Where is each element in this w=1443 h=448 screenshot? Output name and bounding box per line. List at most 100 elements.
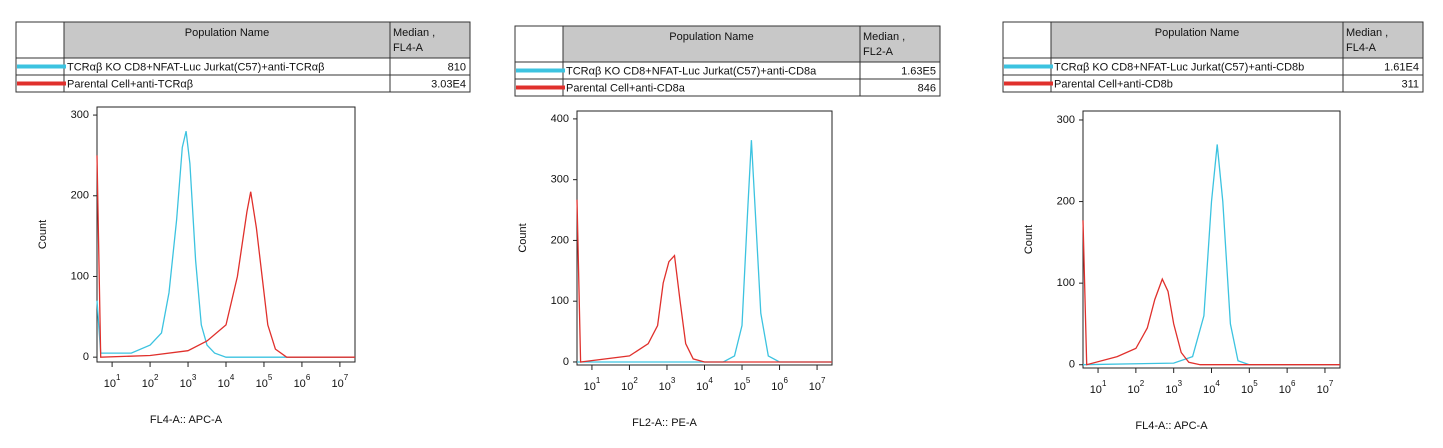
x-tick-exponent: 1 (596, 376, 601, 385)
plot-frame (1082, 110, 1341, 369)
y-tick-label: 0 (1069, 359, 1075, 371)
x-tick-exponent: 4 (1215, 379, 1220, 388)
x-tick-exponent: 3 (671, 376, 676, 385)
x-tick-label: 102 (621, 376, 638, 393)
y-tick-label: 100 (551, 295, 569, 307)
legend-label: TCRαβ KO CD8+NFAT-Luc Jurkat(C57)+anti-C… (566, 65, 817, 77)
median-value: 810 (448, 61, 466, 73)
histogram-curve (576, 199, 832, 363)
histogram-curve (96, 131, 355, 358)
x-tick-base: 10 (332, 378, 344, 390)
x-tick-label: 106 (1279, 379, 1296, 396)
x-tick-label: 105 (734, 376, 751, 393)
median-value: 3.03E4 (431, 78, 466, 90)
panel: Population Name Median , FL4-A TCRαβ KO CD8… (1002, 21, 1424, 432)
histogram-curve (577, 140, 832, 363)
x-tick-base: 10 (621, 381, 633, 393)
legend-label: Parental Cell+anti-TCRαβ (67, 78, 193, 90)
x-tick-label: 104 (218, 373, 235, 390)
x-tick-exponent: 2 (633, 376, 638, 385)
x-tick-exponent: 6 (306, 373, 311, 382)
y-tick-label: 100 (71, 270, 89, 282)
panel: Population Name Median , FL4-A TCRαβ KO CD8… (15, 21, 471, 426)
table-cell (1002, 74, 1424, 93)
x-tick-base: 10 (1317, 384, 1329, 396)
x-tick-base: 10 (1203, 384, 1215, 396)
plot-frame (576, 110, 833, 366)
y-tick-label: 300 (71, 109, 89, 121)
x-tick-exponent: 3 (192, 373, 197, 382)
median-value: 311 (1401, 78, 1419, 90)
x-tick-exponent: 6 (783, 376, 788, 385)
y-tick-label: 200 (71, 190, 89, 202)
x-tick-exponent: 5 (1253, 379, 1258, 388)
x-tick-base: 10 (809, 381, 821, 393)
x-tick-label: 102 (1128, 379, 1145, 396)
x-tick-base: 10 (104, 378, 116, 390)
legend-label: Parental Cell+anti-CD8b (1054, 78, 1173, 90)
x-tick-label: 102 (142, 373, 159, 390)
table-header-blank (15, 21, 65, 59)
legend-label: TCRαβ KO CD8+NFAT-Luc Jurkat(C57)+anti-T… (67, 61, 324, 73)
table-header: Population Name (185, 27, 269, 39)
table-header: FL4-A (1346, 42, 1377, 54)
table-header: FL2-A (863, 46, 894, 58)
x-axis-label: FL4-A:: APC-A (150, 414, 223, 426)
table-header: Median , (393, 27, 435, 39)
table-header-cell (63, 21, 391, 59)
table-header-cell (389, 21, 471, 59)
y-tick-label: 100 (1057, 277, 1075, 289)
x-tick-label: 103 (1165, 379, 1182, 396)
x-tick-base: 10 (256, 378, 268, 390)
x-tick-exponent: 5 (268, 373, 273, 382)
x-tick-base: 10 (1090, 384, 1102, 396)
x-tick-base: 10 (294, 378, 306, 390)
y-axis-label: Count (517, 223, 529, 252)
table-header-blank (1002, 21, 1052, 59)
median-value: 1.61E4 (1384, 61, 1419, 73)
x-tick-label: 107 (809, 376, 826, 393)
x-tick-base: 10 (142, 378, 154, 390)
x-tick-exponent: 4 (230, 373, 235, 382)
x-tick-label: 101 (584, 376, 601, 393)
legend-label: TCRαβ KO CD8+NFAT-Luc Jurkat(C57)+anti-C… (1054, 61, 1304, 73)
x-axis-label: FL2-A:: PE-A (632, 417, 697, 429)
x-tick-label: 103 (659, 376, 676, 393)
y-tick-label: 200 (551, 234, 569, 246)
table-header: Population Name (669, 31, 753, 43)
y-tick-label: 0 (83, 351, 89, 363)
y-tick-label: 300 (1057, 114, 1075, 126)
panel: Population Name Median , FL2-A TCRαβ KO CD8… (514, 25, 941, 429)
x-tick-base: 10 (1241, 384, 1253, 396)
table-header-cell (1342, 21, 1424, 59)
x-tick-base: 10 (696, 381, 708, 393)
x-tick-label: 105 (256, 373, 273, 390)
histogram-curve (96, 155, 355, 358)
x-tick-base: 10 (218, 378, 230, 390)
histogram-curve (1082, 220, 1340, 366)
x-tick-exponent: 1 (1102, 379, 1107, 388)
x-tick-exponent: 1 (116, 373, 121, 382)
table-header: FL4-A (393, 42, 424, 54)
x-tick-exponent: 4 (708, 376, 713, 385)
table-header: Median , (863, 31, 905, 43)
table-header-cell (562, 25, 861, 63)
median-value: 1.63E5 (901, 65, 936, 77)
x-tick-exponent: 7 (344, 373, 349, 382)
table-header-blank (514, 25, 564, 63)
x-tick-exponent: 2 (154, 373, 159, 382)
x-tick-base: 10 (659, 381, 671, 393)
x-tick-label: 104 (696, 376, 713, 393)
x-axis-label: FL4-A:: APC-A (1135, 420, 1208, 432)
median-value: 846 (918, 82, 936, 94)
x-tick-label: 101 (104, 373, 121, 390)
x-tick-label: 106 (771, 376, 788, 393)
table-header: Population Name (1155, 27, 1239, 39)
x-tick-exponent: 6 (1291, 379, 1296, 388)
table-cell (514, 78, 941, 97)
y-tick-label: 200 (1057, 195, 1075, 207)
x-tick-label: 104 (1203, 379, 1220, 396)
y-tick-label: 0 (563, 356, 569, 368)
x-tick-base: 10 (1128, 384, 1140, 396)
plot-frame (96, 106, 356, 363)
